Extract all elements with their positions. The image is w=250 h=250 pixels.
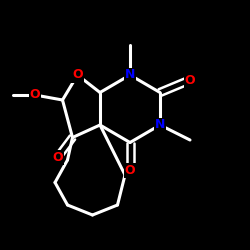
- Text: O: O: [52, 151, 63, 164]
- Text: O: O: [125, 164, 135, 176]
- Text: O: O: [30, 88, 40, 102]
- Text: N: N: [155, 118, 165, 132]
- Text: N: N: [125, 68, 135, 82]
- Text: O: O: [72, 68, 83, 82]
- Text: O: O: [185, 74, 195, 86]
